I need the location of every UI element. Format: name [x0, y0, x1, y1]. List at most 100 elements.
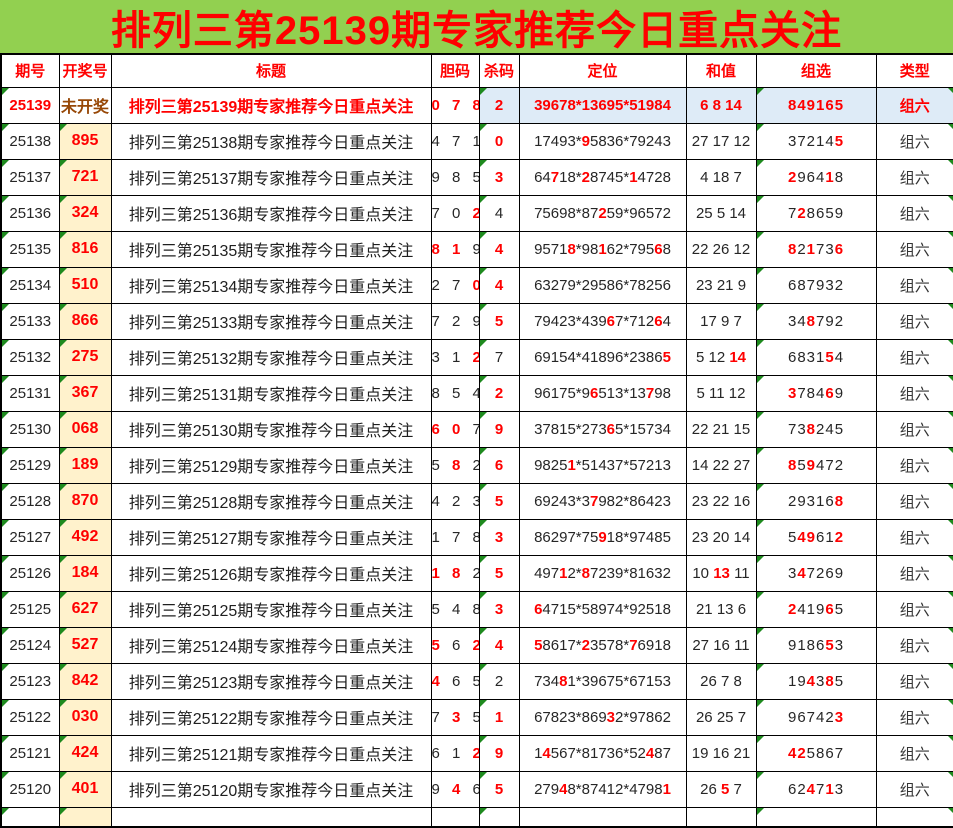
issue-cell[interactable]: 25135 [0, 230, 60, 268]
issue-cell[interactable] [0, 806, 60, 828]
sum-value-cell[interactable] [685, 806, 757, 828]
kill-code-cell[interactable]: 4 [478, 266, 520, 304]
sum-value-cell[interactable]: 17 9 7 [685, 302, 757, 340]
draw-number-cell[interactable]: 510 [58, 266, 112, 304]
group-select-cell[interactable]: 738245 [755, 410, 877, 448]
position-cell[interactable]: 17493*95836*79243 [518, 122, 687, 160]
row-title-cell[interactable]: 排列三第25138期专家推荐今日重点关注 [110, 122, 432, 160]
draw-number-cell[interactable] [58, 806, 112, 828]
row-title-cell[interactable]: 排列三第25136期专家推荐今日重点关注 [110, 194, 432, 232]
draw-number-cell[interactable]: 424 [58, 734, 112, 772]
column-header-7[interactable]: 组选 [755, 53, 877, 88]
issue-cell[interactable]: 25124 [0, 626, 60, 664]
dan-code-cell[interactable]: 6 0 7 [430, 410, 480, 448]
group-select-cell[interactable]: 687932 [755, 266, 877, 304]
position-cell[interactable]: 75698*87259*96572 [518, 194, 687, 232]
position-cell[interactable]: 58617*23578*76918 [518, 626, 687, 664]
kill-code-cell[interactable]: 3 [478, 518, 520, 556]
type-cell[interactable]: 组六 [875, 446, 953, 484]
row-title-cell[interactable]: 排列三第25132期专家推荐今日重点关注 [110, 338, 432, 376]
issue-cell[interactable]: 25137 [0, 158, 60, 196]
column-header-5[interactable]: 定位 [518, 53, 687, 88]
issue-cell[interactable]: 25133 [0, 302, 60, 340]
type-cell[interactable]: 组六 [875, 302, 953, 340]
type-cell[interactable]: 组六 [875, 230, 953, 268]
group-select-cell[interactable]: 967423 [755, 698, 877, 736]
type-cell[interactable]: 组六 [875, 122, 953, 160]
issue-cell[interactable]: 25130 [0, 410, 60, 448]
sum-value-cell[interactable]: 10 13 11 [685, 554, 757, 592]
kill-code-cell[interactable]: 4 [478, 194, 520, 232]
draw-number-cell[interactable]: 492 [58, 518, 112, 556]
row-title-cell[interactable]: 排列三第25124期专家推荐今日重点关注 [110, 626, 432, 664]
draw-number-cell[interactable]: 816 [58, 230, 112, 268]
draw-number-cell[interactable]: 184 [58, 554, 112, 592]
issue-cell[interactable]: 25129 [0, 446, 60, 484]
draw-number-cell[interactable]: 275 [58, 338, 112, 376]
dan-code-cell[interactable]: 8 5 4 [430, 374, 480, 412]
page-title[interactable]: 排列三第25139期专家推荐今日重点关注 [0, 0, 953, 53]
row-title-cell[interactable]: 排列三第25126期专家推荐今日重点关注 [110, 554, 432, 592]
column-header-4[interactable]: 杀码 [478, 53, 520, 88]
type-cell[interactable]: 组六 [875, 374, 953, 412]
group-select-cell[interactable]: 348792 [755, 302, 877, 340]
row-title-cell[interactable]: 排列三第25128期专家推荐今日重点关注 [110, 482, 432, 520]
sum-value-cell[interactable]: 26 5 7 [685, 770, 757, 808]
issue-cell[interactable]: 25134 [0, 266, 60, 304]
dan-code-cell[interactable]: 9 4 6 [430, 770, 480, 808]
type-cell[interactable]: 组六 [875, 518, 953, 556]
sum-value-cell[interactable]: 19 16 21 [685, 734, 757, 772]
type-cell[interactable]: 组六 [875, 626, 953, 664]
issue-cell[interactable]: 25125 [0, 590, 60, 628]
position-cell[interactable]: 27948*87412*47981 [518, 770, 687, 808]
sum-value-cell[interactable]: 23 21 9 [685, 266, 757, 304]
position-cell[interactable]: 49712*87239*81632 [518, 554, 687, 592]
position-cell[interactable]: 73481*39675*67153 [518, 662, 687, 700]
sum-value-cell[interactable]: 23 20 14 [685, 518, 757, 556]
draw-number-cell[interactable]: 721 [58, 158, 112, 196]
sum-value-cell[interactable]: 27 17 12 [685, 122, 757, 160]
dan-code-cell[interactable]: 1 8 2 [430, 554, 480, 592]
issue-cell[interactable]: 25121 [0, 734, 60, 772]
type-cell[interactable]: 组六 [875, 338, 953, 376]
dan-code-cell[interactable]: 7 0 2 [430, 194, 480, 232]
issue-cell[interactable]: 25128 [0, 482, 60, 520]
group-select-cell[interactable]: 425867 [755, 734, 877, 772]
kill-code-cell[interactable]: 2 [478, 662, 520, 700]
row-title-cell[interactable]: 排列三第25121期专家推荐今日重点关注 [110, 734, 432, 772]
kill-code-cell[interactable]: 5 [478, 482, 520, 520]
group-select-cell[interactable]: 194385 [755, 662, 877, 700]
dan-code-cell[interactable]: 4 6 5 [430, 662, 480, 700]
issue-cell[interactable]: 25122 [0, 698, 60, 736]
draw-number-cell[interactable]: 842 [58, 662, 112, 700]
group-select-cell[interactable]: 859472 [755, 446, 877, 484]
sum-value-cell[interactable]: 21 13 6 [685, 590, 757, 628]
position-cell[interactable]: 95718*98162*79568 [518, 230, 687, 268]
column-header-6[interactable]: 和值 [685, 53, 757, 88]
issue-cell[interactable]: 25132 [0, 338, 60, 376]
kill-code-cell[interactable]: 7 [478, 338, 520, 376]
column-header-3[interactable]: 胆码 [430, 53, 480, 88]
dan-code-cell[interactable]: 9 8 5 [430, 158, 480, 196]
kill-code-cell[interactable]: 4 [478, 626, 520, 664]
dan-code-cell[interactable]: 5 8 2 [430, 446, 480, 484]
kill-code-cell[interactable]: 5 [478, 302, 520, 340]
draw-number-cell[interactable]: 030 [58, 698, 112, 736]
kill-code-cell[interactable] [478, 806, 520, 828]
kill-code-cell[interactable]: 2 [478, 374, 520, 412]
row-title-cell[interactable]: 排列三第25130期专家推荐今日重点关注 [110, 410, 432, 448]
group-select-cell[interactable]: 372145 [755, 122, 877, 160]
group-select-cell[interactable]: 241965 [755, 590, 877, 628]
issue-cell[interactable]: 25136 [0, 194, 60, 232]
row-title-cell[interactable]: 排列三第25129期专家推荐今日重点关注 [110, 446, 432, 484]
dan-code-cell[interactable]: 4 7 1 [430, 122, 480, 160]
draw-number-cell[interactable]: 527 [58, 626, 112, 664]
type-cell[interactable]: 组六 [875, 770, 953, 808]
kill-code-cell[interactable]: 5 [478, 554, 520, 592]
row-title-cell[interactable]: 排列三第25134期专家推荐今日重点关注 [110, 266, 432, 304]
sum-value-cell[interactable]: 23 22 16 [685, 482, 757, 520]
dan-code-cell[interactable]: 7 3 5 [430, 698, 480, 736]
group-select-cell[interactable]: 821736 [755, 230, 877, 268]
draw-number-cell[interactable]: 895 [58, 122, 112, 160]
type-cell[interactable]: 组六 [875, 734, 953, 772]
